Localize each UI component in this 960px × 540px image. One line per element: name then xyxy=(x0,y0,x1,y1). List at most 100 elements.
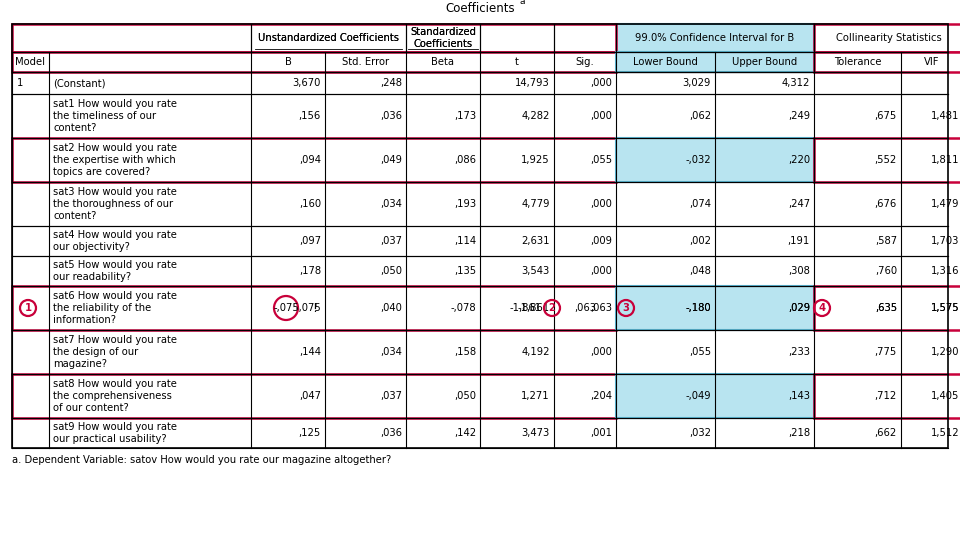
Text: -,180: -,180 xyxy=(685,303,711,313)
Bar xyxy=(814,52,960,72)
Bar xyxy=(12,226,948,256)
Bar xyxy=(12,286,948,330)
Text: sat4 How would you rate
our objectivity?: sat4 How would you rate our objectivity? xyxy=(53,230,177,252)
Text: sat1 How would you rate
the timeliness of our
content?: sat1 How would you rate the timeliness o… xyxy=(53,99,177,133)
Text: ,037: ,037 xyxy=(380,391,402,401)
Text: a. Dependent Variable: satov How would you rate our magazine altogether?: a. Dependent Variable: satov How would y… xyxy=(12,455,392,465)
Text: Tolerance: Tolerance xyxy=(833,57,881,67)
Text: 3,670: 3,670 xyxy=(293,78,321,88)
Text: 1,271: 1,271 xyxy=(521,391,550,401)
Text: sat5 How would you rate
our readability?: sat5 How would you rate our readability? xyxy=(53,260,177,282)
Text: ,000: ,000 xyxy=(590,111,612,121)
Text: Collinearity Statistics: Collinearity Statistics xyxy=(835,33,942,43)
Text: -1,861: -1,861 xyxy=(510,303,542,313)
Text: ,247: ,247 xyxy=(788,199,810,209)
Text: a: a xyxy=(520,0,525,6)
Bar xyxy=(12,138,948,182)
Text: ,204: ,204 xyxy=(590,391,612,401)
Text: ,034: ,034 xyxy=(380,347,402,357)
Text: -,032: -,032 xyxy=(685,155,711,165)
Text: sat8 How would you rate
the comprehensiveness
of our content?: sat8 How would you rate the comprehensiv… xyxy=(53,379,177,413)
Bar xyxy=(12,94,948,138)
Text: ,114: ,114 xyxy=(454,236,476,246)
Bar xyxy=(12,330,948,374)
Text: ,220: ,220 xyxy=(788,155,810,165)
Text: ,029: ,029 xyxy=(788,303,810,313)
Bar xyxy=(12,52,948,72)
Text: ,048: ,048 xyxy=(689,266,711,276)
Text: ,000: ,000 xyxy=(590,266,612,276)
Text: sat2 How would you rate
the expertise with which
topics are covered?: sat2 How would you rate the expertise wi… xyxy=(53,143,177,177)
Text: sat6 How would you rate
the reliability of the
information?: sat6 How would you rate the reliability … xyxy=(53,291,177,325)
Text: ,050: ,050 xyxy=(380,266,402,276)
Text: ,158: ,158 xyxy=(454,347,476,357)
Text: 3,543: 3,543 xyxy=(521,266,550,276)
Text: ,049: ,049 xyxy=(380,155,402,165)
Text: ,218: ,218 xyxy=(788,428,810,438)
Text: Standardized
Coefficients: Standardized Coefficients xyxy=(410,27,476,49)
Text: ,248: ,248 xyxy=(380,78,402,88)
Text: ,063: ,063 xyxy=(574,303,596,313)
Bar xyxy=(616,138,814,182)
Text: ,125: ,125 xyxy=(299,428,321,438)
Text: Unstandardized Coefficients: Unstandardized Coefficients xyxy=(258,33,399,43)
Bar xyxy=(12,286,616,330)
Bar xyxy=(12,374,616,418)
Text: 1: 1 xyxy=(17,78,23,88)
Bar xyxy=(12,418,948,448)
Text: sat7 How would you rate
the design of our
magazine?: sat7 How would you rate the design of ou… xyxy=(53,335,177,369)
Text: VIF: VIF xyxy=(924,57,940,67)
Text: ,047: ,047 xyxy=(299,391,321,401)
Text: sat9 How would you rate
our practical usability?: sat9 How would you rate our practical us… xyxy=(53,422,177,444)
Text: ,775: ,775 xyxy=(875,347,897,357)
Text: Coefficients: Coefficients xyxy=(445,3,515,16)
Text: ,002: ,002 xyxy=(689,236,711,246)
Text: Standardized
Coefficients: Standardized Coefficients xyxy=(410,27,476,49)
Text: ,676: ,676 xyxy=(875,199,897,209)
Text: ,036: ,036 xyxy=(380,111,402,121)
Text: -,078: -,078 xyxy=(450,303,476,313)
Text: 1,481: 1,481 xyxy=(930,111,959,121)
Text: ,055: ,055 xyxy=(689,347,711,357)
Text: ,142: ,142 xyxy=(454,428,476,438)
Bar xyxy=(616,374,814,418)
Text: ,000: ,000 xyxy=(590,199,612,209)
Text: ,675: ,675 xyxy=(875,111,897,121)
Text: ,094: ,094 xyxy=(299,155,321,165)
Text: ,050: ,050 xyxy=(454,391,476,401)
Bar xyxy=(12,24,948,448)
Text: ,156: ,156 xyxy=(299,111,321,121)
Bar xyxy=(12,256,948,286)
Text: Unstandardized Coefficients: Unstandardized Coefficients xyxy=(258,33,399,43)
Text: -,049: -,049 xyxy=(685,391,711,401)
Text: 14,793: 14,793 xyxy=(516,78,550,88)
Bar xyxy=(616,286,814,330)
Text: ,000: ,000 xyxy=(590,78,612,88)
Bar xyxy=(12,72,948,94)
Text: 4,779: 4,779 xyxy=(521,199,550,209)
Text: ,233: ,233 xyxy=(788,347,810,357)
Bar xyxy=(616,52,814,72)
Bar xyxy=(12,374,948,418)
Text: B: B xyxy=(284,57,292,67)
Text: -1,861: -1,861 xyxy=(517,303,550,313)
Text: ,191: ,191 xyxy=(788,236,810,246)
Text: t: t xyxy=(516,57,519,67)
Text: 4: 4 xyxy=(819,303,826,313)
Text: ,074: ,074 xyxy=(689,199,711,209)
Text: 3,473: 3,473 xyxy=(521,428,550,438)
Text: 1,290: 1,290 xyxy=(930,347,959,357)
Text: ,135: ,135 xyxy=(454,266,476,276)
Bar xyxy=(12,138,616,182)
Bar xyxy=(12,24,948,52)
Text: 1,575: 1,575 xyxy=(930,303,959,313)
Bar xyxy=(814,24,960,52)
Text: ,552: ,552 xyxy=(875,155,897,165)
Text: ,144: ,144 xyxy=(299,347,321,357)
Text: 1,479: 1,479 xyxy=(930,199,959,209)
Text: ,062: ,062 xyxy=(689,111,711,121)
Text: ,249: ,249 xyxy=(788,111,810,121)
Text: ,032: ,032 xyxy=(689,428,711,438)
Text: Sig.: Sig. xyxy=(576,57,594,67)
Text: ,662: ,662 xyxy=(875,428,897,438)
